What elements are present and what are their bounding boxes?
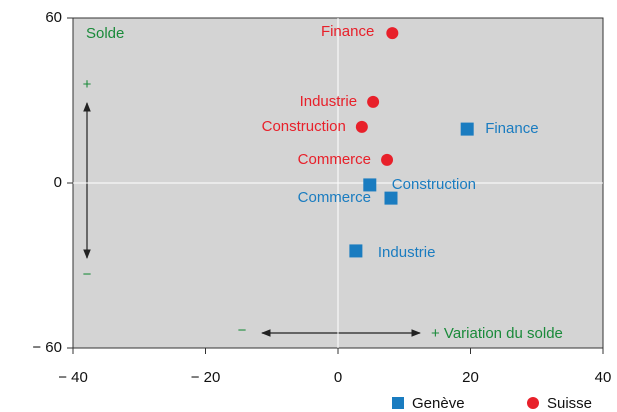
- legend-marker: [527, 397, 539, 409]
- annotation: + Variation du solde: [431, 325, 563, 342]
- y-tick-label: 60: [45, 9, 62, 26]
- x-tick-label: 20: [462, 369, 479, 386]
- point-label: Industrie: [378, 244, 436, 261]
- y-tick-label: − 60: [32, 339, 62, 356]
- point-label: Construction: [262, 118, 346, 135]
- point-label: Commerce: [298, 189, 371, 206]
- point: [386, 27, 399, 40]
- point: [384, 191, 398, 205]
- x-tick-label: − 40: [58, 369, 88, 386]
- point: [367, 95, 380, 108]
- annotation: Solde: [86, 25, 124, 42]
- x-tick-label: − 20: [191, 369, 221, 386]
- point: [460, 122, 474, 136]
- annotation: −: [238, 322, 247, 339]
- point-label: Finance: [321, 23, 374, 40]
- point: [349, 244, 363, 258]
- legend-label: Suisse: [547, 395, 592, 412]
- legend-marker: [392, 397, 404, 409]
- y-tick-label: 0: [54, 174, 62, 191]
- x-tick-label: 40: [595, 369, 612, 386]
- annotation: −: [83, 266, 92, 283]
- point: [363, 178, 377, 192]
- point-label: Construction: [392, 176, 476, 193]
- point: [381, 153, 394, 166]
- x-tick-label: 0: [334, 369, 342, 386]
- annotation: +: [83, 76, 92, 93]
- legend-label: Genève: [412, 395, 465, 412]
- point-label: Industrie: [300, 93, 358, 110]
- point-label: Commerce: [298, 151, 371, 168]
- point-label: Finance: [485, 120, 538, 137]
- point: [355, 120, 368, 133]
